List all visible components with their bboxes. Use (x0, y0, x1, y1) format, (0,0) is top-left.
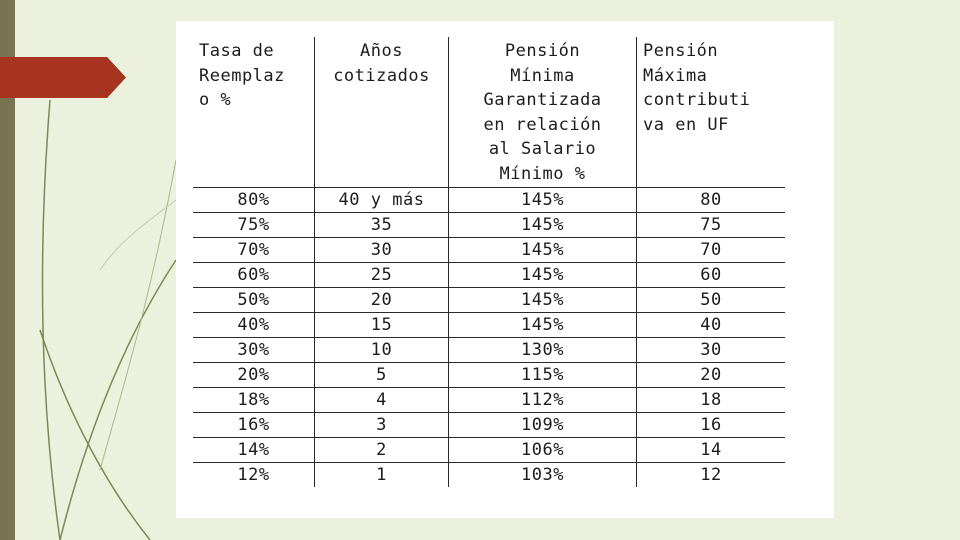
cell-min-pension: 115% (448, 362, 637, 388)
pension-table: Tasa de Reemplaz o % Años cotizados Pens… (193, 37, 785, 487)
cell-rate: 30% (193, 337, 315, 363)
table-row: 16% 3 109% 16 (193, 412, 785, 438)
cell-years: 40 y más (314, 187, 449, 213)
left-accent-bar (0, 0, 15, 540)
cell-rate: 40% (193, 312, 315, 338)
cell-years: 1 (314, 462, 449, 487)
table-row: 70% 30 145% 70 (193, 237, 785, 263)
cell-max-pension: 16 (636, 412, 785, 438)
table-row: 18% 4 112% 18 (193, 387, 785, 413)
cell-rate: 50% (193, 287, 315, 313)
cell-years: 25 (314, 262, 449, 288)
table-row: 12% 1 103% 12 (193, 462, 785, 487)
cell-years: 4 (314, 387, 449, 413)
cell-max-pension: 12 (636, 462, 785, 487)
cell-rate: 20% (193, 362, 315, 388)
cell-min-pension: 145% (448, 212, 637, 238)
header-years-contributed: Años cotizados (314, 37, 449, 188)
header-row: Tasa de Reemplaz o % Años cotizados Pens… (193, 37, 785, 188)
red-arrow-marker (0, 57, 126, 98)
cell-max-pension: 20 (636, 362, 785, 388)
cell-rate: 60% (193, 262, 315, 288)
cell-max-pension: 75 (636, 212, 785, 238)
cell-years: 20 (314, 287, 449, 313)
cell-years: 3 (314, 412, 449, 438)
cell-min-pension: 145% (448, 187, 637, 213)
cell-min-pension: 109% (448, 412, 637, 438)
table-row: 75% 35 145% 75 (193, 212, 785, 238)
cell-years: 2 (314, 437, 449, 463)
cell-max-pension: 80 (636, 187, 785, 213)
cell-rate: 12% (193, 462, 315, 487)
header-replacement-rate: Tasa de Reemplaz o % (193, 37, 315, 188)
cell-rate: 16% (193, 412, 315, 438)
cell-years: 5 (314, 362, 449, 388)
header-minimum-pension: Pensión Mínima Garantizada en relación a… (448, 37, 637, 188)
table-row: 20% 5 115% 20 (193, 362, 785, 388)
cell-min-pension: 145% (448, 312, 637, 338)
cell-max-pension: 14 (636, 437, 785, 463)
cell-min-pension: 103% (448, 462, 637, 487)
cell-rate: 80% (193, 187, 315, 213)
cell-years: 10 (314, 337, 449, 363)
cell-min-pension: 145% (448, 262, 637, 288)
table-row: 14% 2 106% 14 (193, 437, 785, 463)
table-row: 50% 20 145% 50 (193, 287, 785, 313)
table-row: 80% 40 y más 145% 80 (193, 187, 785, 213)
cell-rate: 70% (193, 237, 315, 263)
table-row: 60% 25 145% 60 (193, 262, 785, 288)
cell-rate: 14% (193, 437, 315, 463)
cell-rate: 75% (193, 212, 315, 238)
cell-years: 15 (314, 312, 449, 338)
header-maximum-pension: Pensión Máxima contributi va en UF (636, 37, 785, 188)
table-panel: Tasa de Reemplaz o % Años cotizados Pens… (176, 21, 834, 518)
cell-min-pension: 145% (448, 287, 637, 313)
cell-max-pension: 60 (636, 262, 785, 288)
cell-max-pension: 50 (636, 287, 785, 313)
cell-min-pension: 112% (448, 387, 637, 413)
cell-rate: 18% (193, 387, 315, 413)
cell-min-pension: 145% (448, 237, 637, 263)
cell-max-pension: 70 (636, 237, 785, 263)
cell-min-pension: 106% (448, 437, 637, 463)
cell-max-pension: 18 (636, 387, 785, 413)
cell-max-pension: 30 (636, 337, 785, 363)
cell-max-pension: 40 (636, 312, 785, 338)
table-row: 40% 15 145% 40 (193, 312, 785, 338)
cell-years: 30 (314, 237, 449, 263)
table-row: 30% 10 130% 30 (193, 337, 785, 363)
cell-years: 35 (314, 212, 449, 238)
cell-min-pension: 130% (448, 337, 637, 363)
